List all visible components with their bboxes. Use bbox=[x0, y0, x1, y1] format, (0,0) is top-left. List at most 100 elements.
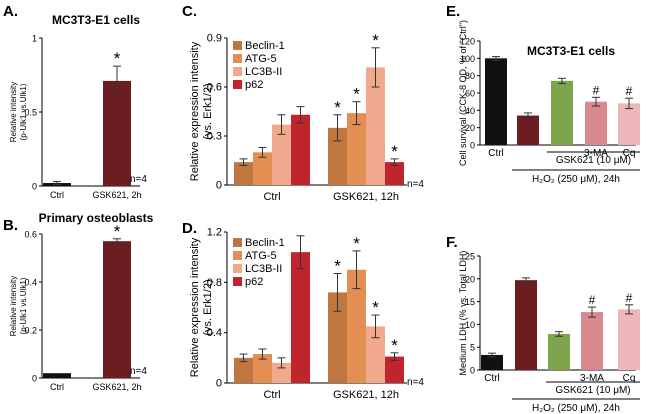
panel-d: D. 0 0.4 0.8 1.2 Relative expression intensit… bbox=[182, 220, 424, 401]
x-tick-label: Cq bbox=[623, 373, 636, 384]
y-tick-label: 1 bbox=[32, 34, 37, 44]
n-label: n=4 bbox=[407, 377, 424, 388]
bar bbox=[234, 357, 253, 383]
x-tick-label: GSK621, 12h bbox=[333, 389, 399, 401]
bar bbox=[548, 333, 570, 370]
bar bbox=[517, 115, 539, 145]
y-tick-label: 0 bbox=[216, 180, 222, 192]
bar bbox=[291, 252, 310, 383]
bar bbox=[481, 354, 503, 370]
bar bbox=[328, 292, 347, 383]
bar bbox=[253, 354, 272, 383]
bar bbox=[366, 326, 385, 383]
y-tick-label: 1.2 bbox=[207, 227, 222, 239]
x-tick-label: Ctrl bbox=[263, 191, 280, 203]
legend-label: p62 bbox=[245, 79, 263, 91]
legend-label: Beclin-1 bbox=[245, 40, 285, 52]
x-tick-label: Cq bbox=[623, 148, 636, 159]
significance-star: * bbox=[372, 31, 379, 50]
stress-label: H₂O₂ (250 μM), 24h bbox=[532, 174, 620, 185]
y-tick-label: 40 bbox=[465, 106, 475, 116]
x-tick-label: Ctrl bbox=[50, 190, 64, 200]
bar bbox=[234, 162, 253, 185]
bar bbox=[328, 127, 347, 185]
legend-label: ATG-5 bbox=[245, 53, 277, 65]
bar bbox=[551, 80, 573, 145]
n-label: n=4 bbox=[130, 174, 147, 185]
x-tick-label: GSK621, 2h bbox=[92, 382, 141, 392]
legend-swatch bbox=[233, 80, 242, 89]
bar bbox=[103, 241, 131, 378]
y-axis-label: Relative expression intensity bbox=[189, 237, 201, 377]
y-tick-label: 0.5 bbox=[24, 108, 37, 118]
bar bbox=[618, 309, 640, 370]
y-tick-label: 10 bbox=[465, 320, 475, 330]
y-tick-label: 5 bbox=[470, 343, 475, 353]
legend-swatch bbox=[233, 264, 242, 273]
y-tick-label: 100 bbox=[460, 54, 475, 64]
y-tick-label: 0.2 bbox=[24, 326, 37, 336]
legend-swatch bbox=[233, 251, 242, 260]
legend-swatch bbox=[233, 238, 242, 247]
treatment-label: GSK621 (10 μM) bbox=[555, 385, 630, 396]
significance-star: * bbox=[353, 234, 360, 253]
bar bbox=[253, 152, 272, 185]
y-tick-label: 0 bbox=[32, 374, 37, 384]
significance-star: * bbox=[353, 85, 360, 104]
panel-c: C. 0 0.3 0.6 0.9 Relative expression intensit… bbox=[182, 3, 424, 203]
y-tick-label: 0 bbox=[216, 378, 222, 390]
bar bbox=[272, 362, 291, 383]
significance-star: * bbox=[334, 98, 341, 117]
y-axis-label: Relative expression intensity bbox=[189, 41, 201, 181]
y-tick-label: 25 bbox=[465, 252, 475, 262]
legend-swatch bbox=[233, 277, 242, 286]
y-axis-label: Cell survival (CCK-8 OD, % of "Ctrl") bbox=[458, 20, 468, 166]
y-tick-label: 0.9 bbox=[207, 33, 222, 45]
bar bbox=[618, 103, 640, 145]
legend-label: LC3B-II bbox=[245, 66, 282, 78]
bar bbox=[515, 280, 537, 370]
legend-swatch bbox=[233, 67, 242, 76]
y-tick-label: 0.4 bbox=[207, 327, 222, 339]
panel-label: F. bbox=[446, 234, 458, 251]
legend-label: LC3B-II bbox=[245, 263, 282, 275]
x-tick-label: Ctrl bbox=[263, 389, 280, 401]
panel-a: A. MC3T3-E1 cells 0 0.5 1 Relative intensity(… bbox=[3, 3, 147, 200]
y-tick-label: 0.8 bbox=[207, 277, 222, 289]
bar bbox=[347, 269, 366, 383]
bar bbox=[585, 101, 607, 145]
bar bbox=[272, 124, 291, 185]
y-tick-label: 0.4 bbox=[24, 278, 37, 288]
significance-star: * bbox=[372, 298, 379, 317]
y-tick-label: 60 bbox=[465, 89, 475, 99]
legend-label: Beclin-1 bbox=[245, 237, 285, 249]
x-tick-label: 3-MA bbox=[580, 373, 604, 384]
y-tick-label: 20 bbox=[465, 274, 475, 284]
legend-swatch bbox=[233, 54, 242, 63]
panel-label: C. bbox=[182, 3, 197, 20]
bar bbox=[366, 67, 385, 185]
y-tick-label: 80 bbox=[465, 71, 475, 81]
bar bbox=[43, 373, 71, 378]
chart-title: MC3T3-E1 cells bbox=[527, 44, 615, 58]
panel-label: D. bbox=[182, 220, 197, 237]
bar bbox=[347, 113, 366, 185]
bar bbox=[291, 114, 310, 185]
legend-label: p62 bbox=[245, 276, 263, 288]
y-axis-label: (p-Ulk1 vs.Ulk1) bbox=[19, 277, 28, 334]
significance-star: * bbox=[114, 222, 121, 241]
legend-swatch bbox=[233, 41, 242, 50]
y-tick-label: 0.3 bbox=[207, 131, 222, 143]
chart-title: MC3T3-E1 cells bbox=[52, 13, 140, 27]
significance-mark: # bbox=[593, 83, 600, 97]
bar bbox=[103, 80, 131, 186]
bar bbox=[485, 58, 507, 146]
y-axis-label: (vs. Erk1/2) bbox=[202, 83, 214, 139]
n-label: n=4 bbox=[407, 179, 424, 190]
chart-title: Primary osteoblasts bbox=[39, 211, 154, 225]
y-tick-label: 15 bbox=[465, 297, 475, 307]
y-tick-label: 0.6 bbox=[24, 230, 37, 240]
